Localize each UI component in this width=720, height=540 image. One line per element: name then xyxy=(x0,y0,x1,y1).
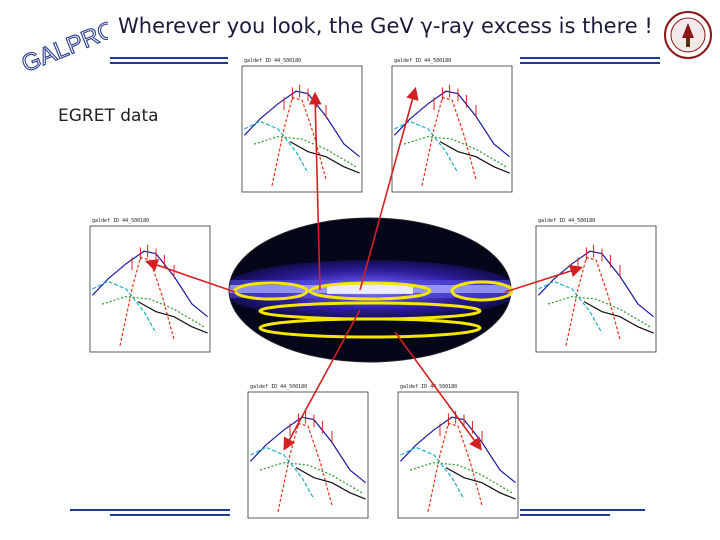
region-ellipse-low xyxy=(258,317,482,339)
spectrum-panel-top-left: galdef ID 44_500180 xyxy=(222,54,372,204)
spectrum-panel-top-right: galdef ID 44_500180 xyxy=(372,54,522,204)
spectrum-panel-mid-right: galdef ID 44_500180 xyxy=(516,214,666,364)
divider-rule-bottom-left-2 xyxy=(110,514,230,516)
divider-rule-bottom-right xyxy=(520,509,645,511)
spectrum-plot-bottom-left: galdef ID 44_500180 xyxy=(247,384,369,519)
egret-sky-map xyxy=(228,217,513,363)
slide-title: Wherever you look, the GeV γ-ray excess … xyxy=(118,14,653,38)
egb-curve xyxy=(445,467,516,500)
plot-frame xyxy=(535,225,657,353)
plot-frame xyxy=(391,65,513,193)
divider-rule-bottom-right-2 xyxy=(520,514,610,516)
brems-curve xyxy=(547,295,651,328)
brems-curve xyxy=(403,135,507,168)
divider-rule-top-right-2 xyxy=(520,62,660,64)
galprop-logo-text: GALPROP xyxy=(18,9,108,72)
egb-curve xyxy=(439,141,510,174)
pi0-curve xyxy=(565,256,621,346)
spectrum-plot-bottom-right: galdef ID 44_500180 xyxy=(397,384,519,519)
total-curve xyxy=(91,250,208,318)
egb-curve xyxy=(295,467,366,500)
ic-curve xyxy=(92,280,157,334)
spectrum-panel-bottom-left: galdef ID 44_500180 xyxy=(228,380,378,530)
egret-data-label: EGRET data xyxy=(58,106,159,126)
spectrum-panel-mid-left: galdef ID 44_500180 xyxy=(70,214,220,364)
spectrum-plot-top-left: galdef ID 44_500180 xyxy=(241,58,363,193)
egb-curve xyxy=(583,301,654,334)
divider-rule-top-left-2 xyxy=(110,62,228,64)
total-curve xyxy=(243,90,360,158)
panel-label: galdef ID 44_500180 xyxy=(92,218,149,224)
brems-curve xyxy=(409,461,513,494)
ic-curve xyxy=(394,120,459,174)
university-seal-icon xyxy=(664,11,712,59)
spectrum-panel-bottom-right: galdef ID 44_500180 xyxy=(378,380,528,530)
ic-curve xyxy=(250,446,315,500)
spectrum-plot-top-right: galdef ID 44_500180 xyxy=(391,58,513,193)
panel-label: galdef ID 44_500180 xyxy=(250,384,307,390)
spectrum-plot-mid-right: galdef ID 44_500180 xyxy=(535,218,657,353)
plot-frame xyxy=(241,65,363,193)
panel-label: galdef ID 44_500180 xyxy=(394,58,451,64)
panel-label: galdef ID 44_500180 xyxy=(244,58,301,64)
galprop-logo: GALPROP xyxy=(17,9,108,72)
ic-curve xyxy=(400,446,465,500)
divider-rule-top-right xyxy=(520,57,660,59)
brems-curve xyxy=(259,461,363,494)
ic-curve xyxy=(244,120,309,174)
spectrum-plot-mid-left: galdef ID 44_500180 xyxy=(89,218,211,353)
panel-label: galdef ID 44_500180 xyxy=(538,218,595,224)
pi0-curve xyxy=(421,96,477,186)
panel-label: galdef ID 44_500180 xyxy=(400,384,457,390)
egb-curve xyxy=(137,301,208,334)
divider-rule-bottom-left xyxy=(70,509,230,511)
plot-frame xyxy=(247,391,369,519)
plot-frame xyxy=(89,225,211,353)
brems-curve xyxy=(101,295,205,328)
plot-frame xyxy=(397,391,519,519)
divider-rule-top-left xyxy=(110,57,228,59)
pi0-curve xyxy=(119,256,175,346)
egb-curve xyxy=(289,141,360,174)
brems-curve xyxy=(253,135,357,168)
